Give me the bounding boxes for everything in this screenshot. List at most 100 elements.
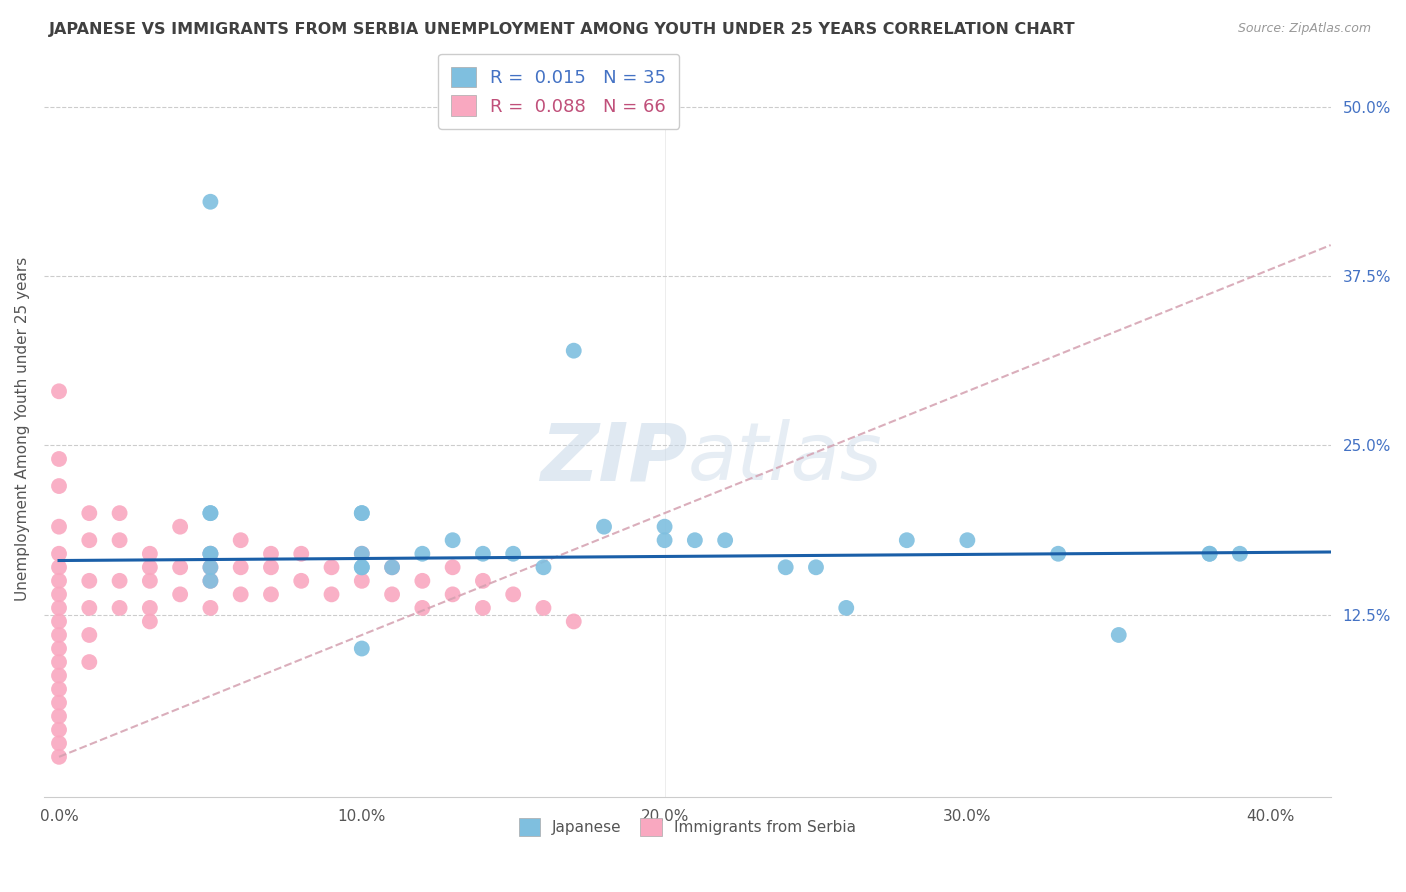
Point (441, 560, 464, 574)
Point (200, 574, 222, 588)
Point (533, 601, 555, 615)
Point (1047, 547, 1070, 561)
Point (48, 641, 70, 656)
Point (593, 519, 616, 533)
Point (79, 628, 101, 642)
Point (139, 615, 162, 629)
Point (108, 601, 131, 615)
Point (200, 547, 222, 561)
Point (321, 587, 343, 601)
Point (1198, 547, 1220, 561)
Point (290, 547, 312, 561)
Point (683, 533, 706, 548)
Point (169, 519, 191, 533)
Point (260, 560, 283, 574)
Point (48, 696, 70, 710)
Point (48, 668, 70, 682)
Point (48, 384, 70, 399)
Point (290, 574, 312, 588)
Point (79, 655, 101, 669)
Point (48, 587, 70, 601)
Point (260, 587, 283, 601)
Point (48, 560, 70, 574)
Point (200, 506, 222, 520)
Text: JAPANESE VS IMMIGRANTS FROM SERBIA UNEMPLOYMENT AMONG YOUTH UNDER 25 YEARS CORRE: JAPANESE VS IMMIGRANTS FROM SERBIA UNEMP… (49, 22, 1076, 37)
Point (562, 343, 585, 358)
Point (139, 601, 162, 615)
Point (502, 547, 524, 561)
Point (471, 574, 494, 588)
Point (381, 560, 404, 574)
Point (1198, 547, 1220, 561)
Point (350, 560, 373, 574)
Point (804, 560, 827, 574)
Point (200, 560, 222, 574)
Point (139, 547, 162, 561)
Point (1229, 547, 1251, 561)
Point (48, 655, 70, 669)
Point (411, 574, 433, 588)
Point (48, 749, 70, 764)
Point (48, 574, 70, 588)
Point (79, 601, 101, 615)
Point (48, 628, 70, 642)
Text: Source: ZipAtlas.com: Source: ZipAtlas.com (1237, 22, 1371, 36)
Point (350, 560, 373, 574)
Point (229, 533, 252, 548)
Point (48, 615, 70, 629)
Point (229, 587, 252, 601)
Point (321, 560, 343, 574)
Point (896, 533, 918, 548)
Point (1108, 628, 1130, 642)
Point (200, 574, 222, 588)
Point (48, 709, 70, 723)
Text: ZIP: ZIP (540, 419, 688, 497)
Point (48, 479, 70, 493)
Point (260, 547, 283, 561)
Point (350, 506, 373, 520)
Point (48, 601, 70, 615)
Point (79, 506, 101, 520)
Point (562, 615, 585, 629)
Point (79, 574, 101, 588)
Point (48, 736, 70, 750)
Legend: Japanese, Immigrants from Serbia: Japanese, Immigrants from Serbia (509, 809, 865, 845)
Point (714, 533, 737, 548)
Point (200, 547, 222, 561)
Point (441, 587, 464, 601)
Point (169, 560, 191, 574)
Point (139, 560, 162, 574)
Point (108, 574, 131, 588)
Point (471, 601, 494, 615)
Point (139, 574, 162, 588)
Point (350, 547, 373, 561)
Point (654, 519, 676, 533)
Point (381, 587, 404, 601)
Point (169, 587, 191, 601)
Point (775, 560, 797, 574)
Point (229, 560, 252, 574)
Point (502, 587, 524, 601)
Point (108, 533, 131, 548)
Point (381, 560, 404, 574)
Point (200, 194, 222, 209)
Point (200, 506, 222, 520)
Text: atlas: atlas (688, 419, 882, 497)
Point (350, 506, 373, 520)
Point (654, 533, 676, 548)
Point (956, 533, 979, 548)
Point (350, 641, 373, 656)
Point (200, 547, 222, 561)
Point (350, 547, 373, 561)
Point (79, 533, 101, 548)
Point (411, 547, 433, 561)
Point (533, 560, 555, 574)
Point (411, 601, 433, 615)
Point (48, 723, 70, 737)
Point (48, 452, 70, 467)
Point (48, 519, 70, 533)
Point (200, 601, 222, 615)
Y-axis label: Unemployment Among Youth under 25 years: Unemployment Among Youth under 25 years (15, 256, 30, 600)
Point (48, 682, 70, 697)
Point (835, 601, 858, 615)
